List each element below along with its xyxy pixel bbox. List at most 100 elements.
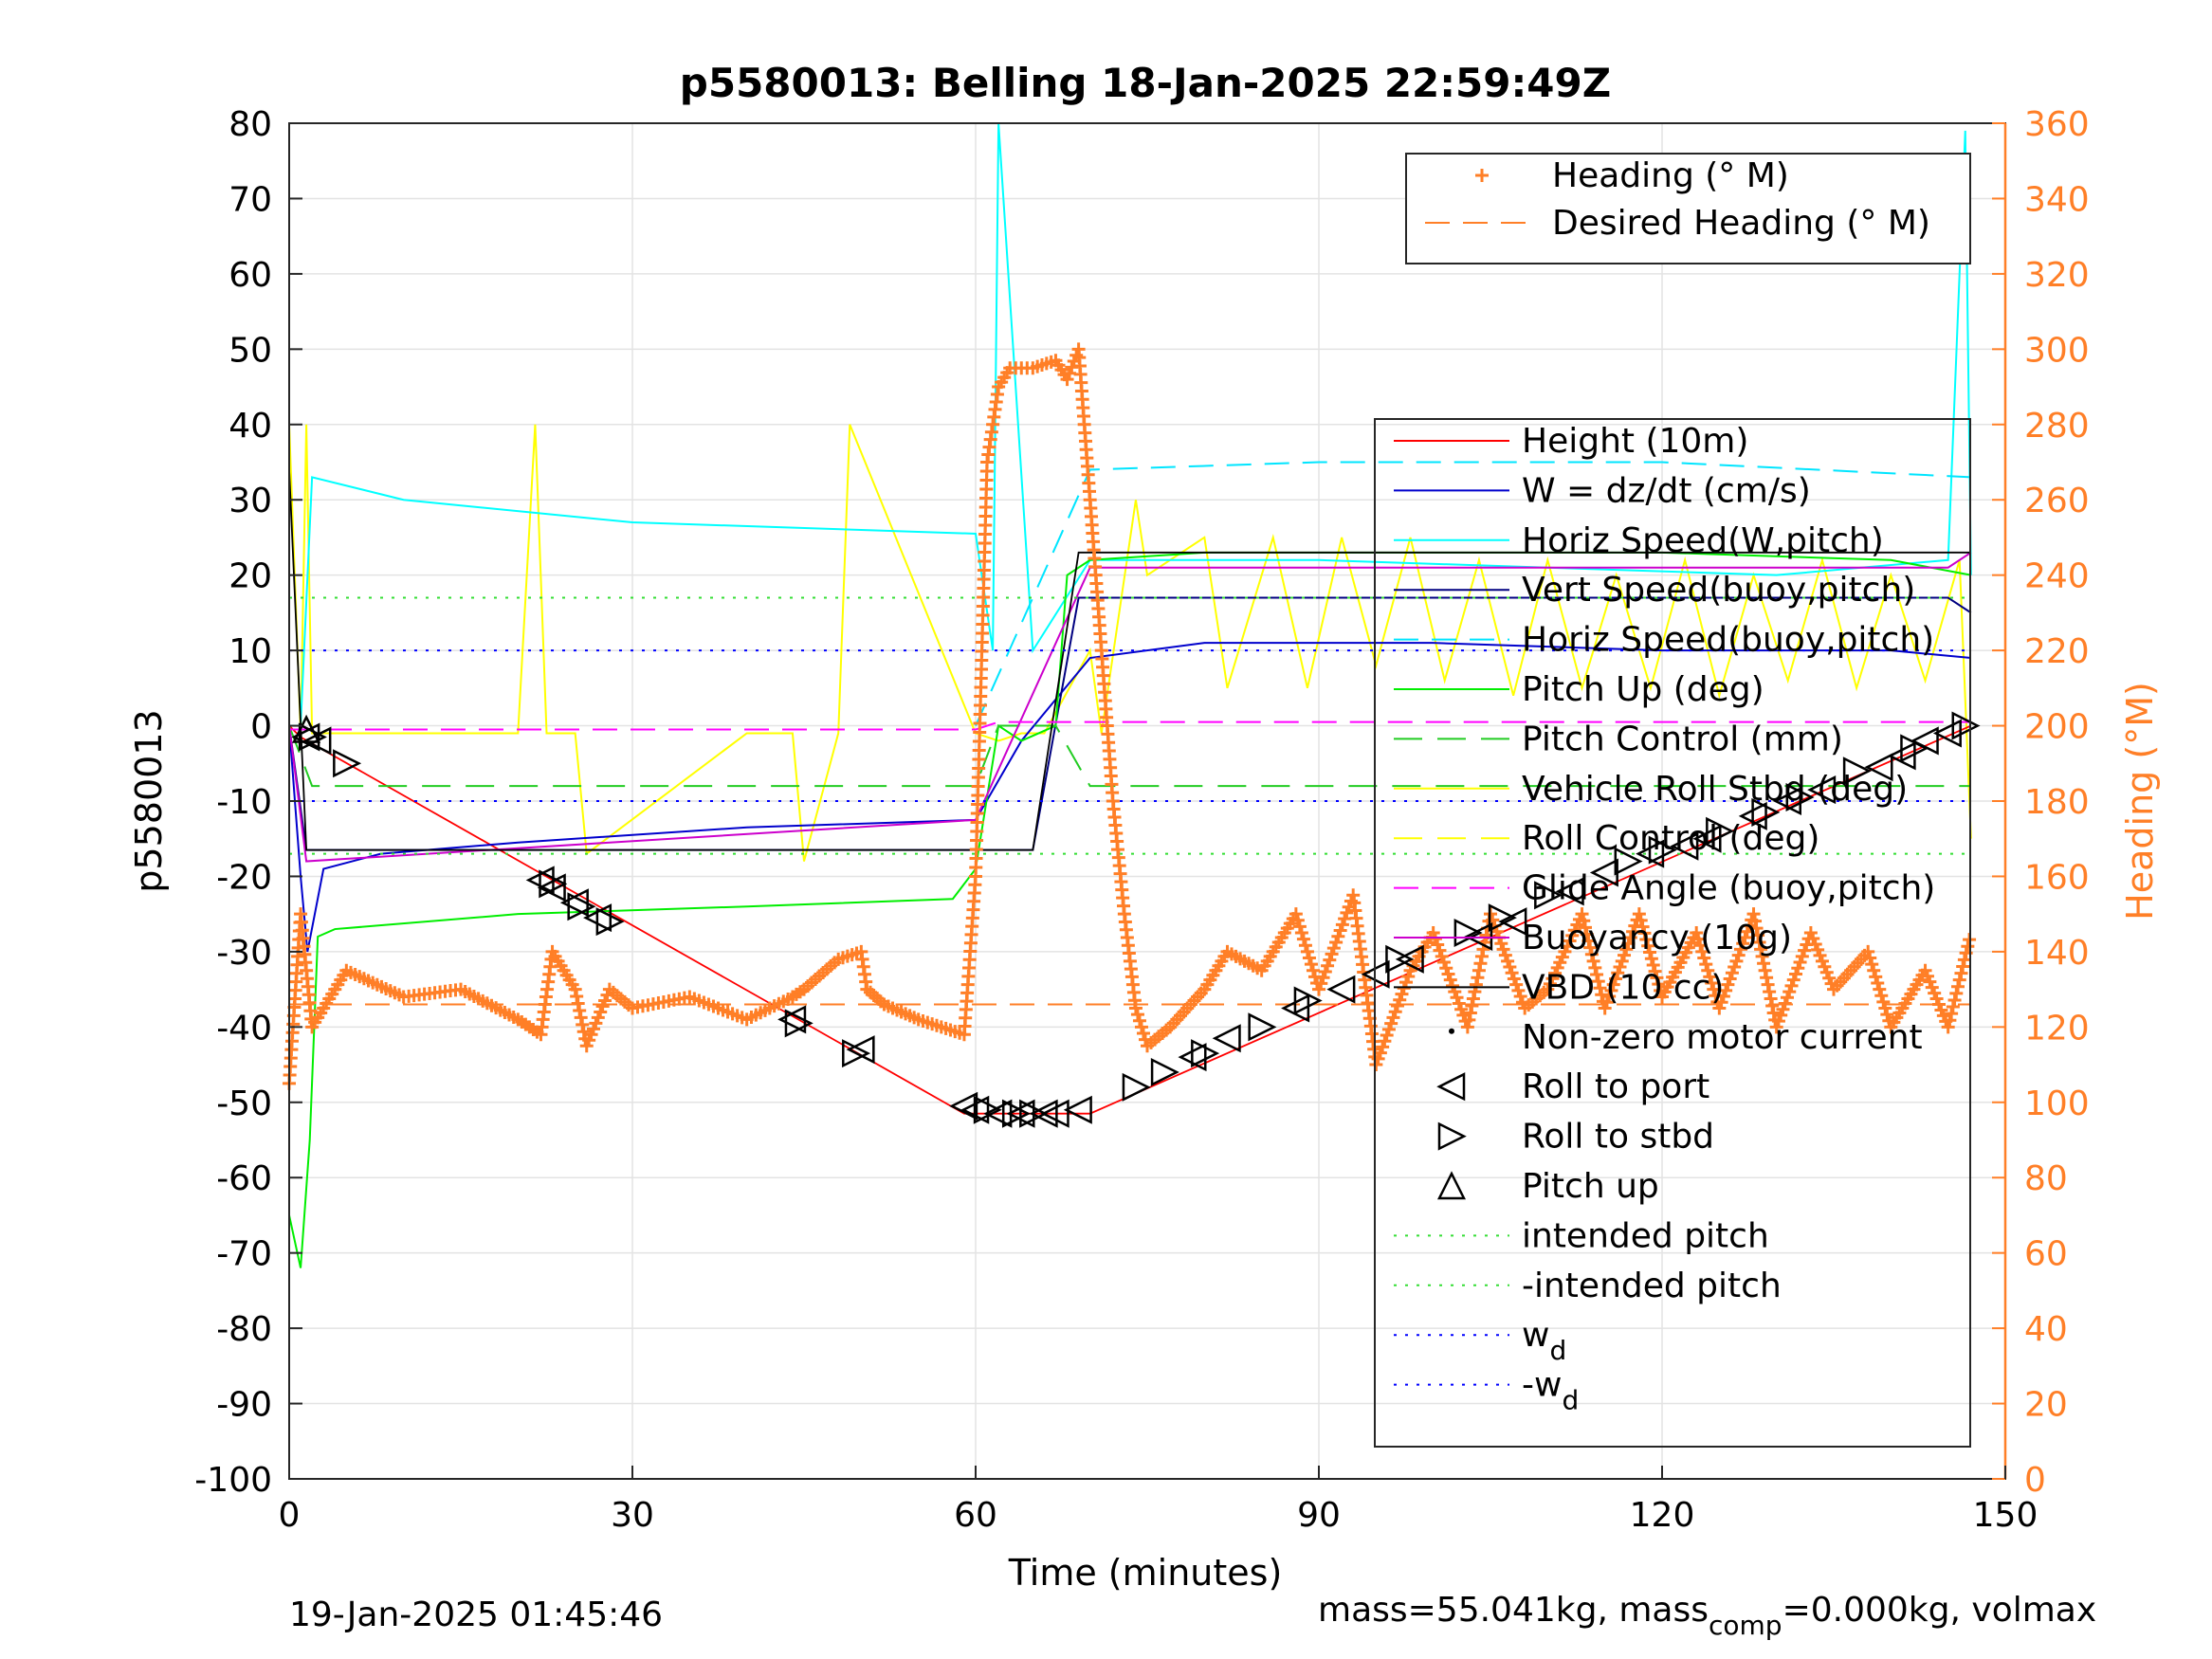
x-tick-label: 90 bbox=[1297, 1496, 1341, 1535]
legend-label-text: Pitch Control (mm) bbox=[1522, 720, 1843, 758]
heading-point bbox=[1606, 977, 1620, 992]
y-right-tick-label: 0 bbox=[2024, 1461, 2046, 1500]
y-tick-label: -10 bbox=[216, 783, 272, 822]
y-right-tick-label: 260 bbox=[2024, 482, 2090, 520]
y-tick-label: -80 bbox=[216, 1310, 272, 1349]
heading-point bbox=[1431, 938, 1445, 952]
x-tick-label: 150 bbox=[1973, 1496, 2038, 1535]
legend-heading-swatch bbox=[1475, 169, 1489, 182]
heading-point bbox=[1961, 939, 1975, 954]
heading-point bbox=[1604, 983, 1618, 997]
heading-point bbox=[1513, 990, 1527, 1004]
heading-point bbox=[1746, 907, 1761, 921]
legend-label-text: Pitch up bbox=[1522, 1167, 1659, 1206]
heading-point bbox=[1465, 998, 1479, 1012]
roll-to-stbd-marker bbox=[1488, 903, 1517, 933]
legend-label-vehicle-roll-stbd-deg: Vehicle Roll Stbd (deg) bbox=[1522, 770, 1908, 809]
heading-point bbox=[1435, 949, 1449, 963]
y-tick-label: 60 bbox=[229, 256, 272, 295]
heading-point bbox=[1786, 973, 1801, 987]
heading-point bbox=[1433, 943, 1447, 957]
roll-to-stbd-marker bbox=[1951, 711, 1981, 740]
x-tick-label: 120 bbox=[1630, 1496, 1695, 1535]
heading-point bbox=[1644, 952, 1658, 966]
heading-point bbox=[1736, 937, 1750, 951]
heading-point bbox=[1632, 907, 1646, 921]
heading-point bbox=[1729, 954, 1744, 968]
y-right-tick-label: 80 bbox=[2024, 1159, 2068, 1198]
roll-to-stbd-marker bbox=[1706, 816, 1735, 846]
legend-label-text: Buoyancy (10g) bbox=[1522, 919, 1792, 957]
heading-point bbox=[1791, 961, 1805, 975]
y-right-tick-label: 60 bbox=[2024, 1235, 2068, 1274]
heading-point bbox=[1760, 971, 1774, 985]
heading-point bbox=[1869, 970, 1883, 984]
heading-point bbox=[1608, 972, 1622, 986]
y-right-tick-label: 100 bbox=[2024, 1085, 2090, 1123]
roll-to-stbd-marker bbox=[1614, 847, 1643, 876]
roll-to-port-marker bbox=[1326, 975, 1356, 1004]
heading-point bbox=[1725, 966, 1739, 980]
legend-label-text: Vert Speed(buoy,pitch) bbox=[1522, 571, 1915, 610]
heading-point bbox=[1386, 1011, 1400, 1025]
heading-point bbox=[1060, 373, 1074, 387]
heading-point bbox=[1371, 1051, 1385, 1066]
heading-point bbox=[1621, 937, 1636, 951]
roll-to-stbd-marker bbox=[1453, 919, 1483, 948]
legend-heading: Heading (° M) Desired Heading (° M) bbox=[1405, 153, 1971, 264]
heading-point bbox=[1695, 944, 1709, 958]
legend-main-box bbox=[1374, 418, 1971, 1448]
heading-point bbox=[1436, 956, 1451, 970]
heading-point bbox=[1754, 942, 1768, 957]
y-right-tick-label: 160 bbox=[2024, 858, 2090, 897]
heading-point bbox=[571, 996, 585, 1011]
legend-label-pitch-up-deg: Pitch Up (deg) bbox=[1522, 670, 1764, 709]
heading-point bbox=[1941, 1020, 1955, 1034]
legend-label-vbd-10-cc: VBD (10 cc) bbox=[1522, 968, 1724, 1007]
y-tick-label: -60 bbox=[216, 1159, 272, 1198]
heading-point bbox=[1380, 1029, 1394, 1043]
legend-label-text: Pitch Up (deg) bbox=[1522, 670, 1764, 709]
legend-label-text: Vehicle Roll Stbd (deg) bbox=[1522, 770, 1908, 809]
heading-point bbox=[1701, 963, 1715, 977]
y-tick-label: 20 bbox=[229, 557, 272, 596]
heading-point bbox=[1289, 907, 1303, 921]
heading-point bbox=[1298, 939, 1312, 953]
heading-point bbox=[1793, 956, 1807, 970]
roll-to-port-marker bbox=[537, 873, 566, 902]
y-right-tick-label: 180 bbox=[2024, 783, 2090, 822]
heading-point bbox=[1954, 966, 1968, 980]
y-right-tick-label: 320 bbox=[2024, 256, 2090, 295]
heading-point bbox=[1395, 987, 1409, 1001]
heading-point bbox=[1577, 914, 1591, 928]
x-tick-label: 60 bbox=[954, 1496, 997, 1535]
heading-point bbox=[1452, 996, 1466, 1011]
heading-point bbox=[1733, 942, 1747, 957]
heading-point bbox=[1454, 1002, 1469, 1016]
heading-point bbox=[1951, 979, 1965, 994]
heading-point bbox=[1721, 977, 1735, 992]
roll-to-stbd-marker bbox=[842, 1039, 871, 1068]
heading-point bbox=[1450, 991, 1464, 1005]
y-tick-label: -50 bbox=[216, 1085, 272, 1123]
heading-point bbox=[1590, 968, 1604, 982]
y-tick-label: 70 bbox=[229, 180, 272, 219]
heading-point bbox=[1463, 1006, 1477, 1020]
roll-to-stbd-marker bbox=[1122, 1072, 1151, 1102]
roll-to-stbd-marker bbox=[1534, 881, 1563, 910]
heading-point bbox=[1441, 967, 1455, 981]
heading-point bbox=[1723, 972, 1737, 986]
y-tick-label: 0 bbox=[250, 708, 272, 747]
heading-point bbox=[1945, 1007, 1959, 1021]
y-right-tick-label: 240 bbox=[2024, 557, 2090, 596]
heading-point bbox=[1304, 957, 1318, 972]
y-tick-label: -100 bbox=[194, 1461, 272, 1500]
heading-point bbox=[1473, 957, 1488, 971]
heading-point bbox=[1316, 971, 1330, 985]
y-tick-label: 40 bbox=[229, 407, 272, 446]
heading-point bbox=[1586, 954, 1600, 968]
heading-point bbox=[1769, 1020, 1783, 1034]
heading-point bbox=[1957, 953, 1971, 967]
heading-point bbox=[576, 1025, 591, 1039]
